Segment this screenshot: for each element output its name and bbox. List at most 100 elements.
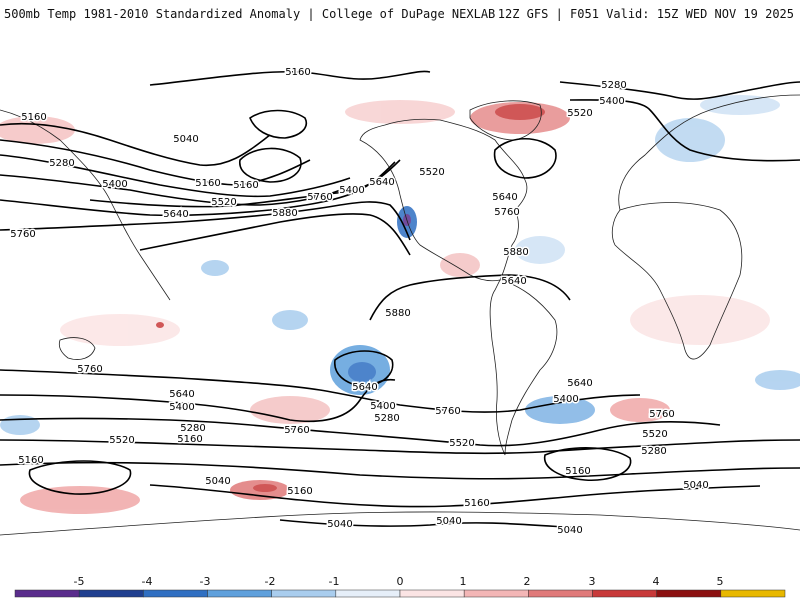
legend-tick: 0 [396, 575, 404, 588]
contour-label: 5760 [494, 207, 519, 218]
legend-swatch [592, 589, 657, 598]
legend-tick: -2 [264, 575, 276, 588]
legend-colorbar [14, 589, 786, 598]
contour-label: 5400 [102, 179, 127, 190]
north-america-coast [359, 118, 528, 282]
legend-swatch [399, 589, 465, 598]
contour-5880-south [369, 274, 571, 321]
contour-5040-antarctic [279, 519, 581, 529]
anomaly-patch [515, 236, 565, 264]
legend-swatch [720, 589, 786, 598]
legend-tick: -1 [328, 575, 340, 588]
coastlines [0, 94, 800, 536]
legend-tick: -3 [199, 575, 211, 588]
anomaly-patch [700, 95, 780, 115]
contour-closed-low-4 [334, 350, 394, 387]
contour-label: 5160 [177, 434, 202, 445]
contour-label: 5520 [419, 167, 444, 178]
height-contours [0, 70, 800, 529]
contour-label: 5040 [683, 480, 708, 491]
contour-5160-north [149, 70, 431, 86]
contour-label: 5520 [211, 197, 236, 208]
contour-5280-south [0, 439, 800, 455]
contour-5040-south [149, 484, 761, 508]
contour-label: 5280 [601, 80, 626, 91]
legend-tick: 4 [652, 575, 660, 588]
contour-label: 5400 [553, 394, 578, 405]
contour-5760-mid [0, 201, 411, 241]
contour-label-layer: 5160 5280 5400 5520 5040 5160 5280 5400 … [9, 66, 710, 538]
contour-label: 5520 [567, 108, 592, 119]
anomaly-patch [253, 484, 277, 492]
legend-tick: 1 [459, 575, 467, 588]
africa-coast [611, 202, 743, 360]
contour-label: 5640 [492, 192, 517, 203]
contour-label: 5400 [169, 402, 194, 413]
legend-swatch [207, 589, 272, 598]
contour-label: 5640 [501, 276, 526, 287]
contour-label: 5760 [649, 409, 674, 420]
legend-swatch [528, 589, 593, 598]
contour-label: 5760 [10, 229, 35, 240]
anomaly-patch [0, 415, 40, 435]
contour-label: 5160 [285, 67, 310, 78]
anomaly-patch [610, 398, 670, 422]
legend-tick: -4 [141, 575, 153, 588]
contour-label: 5760 [284, 425, 309, 436]
australia-coast [58, 337, 96, 360]
contour-label: 5640 [169, 389, 194, 400]
legend-swatch [335, 589, 401, 598]
contour-5400-west [0, 174, 346, 206]
legend-swatch [656, 589, 722, 598]
antarctica-coast [0, 511, 800, 536]
legend-tick: 5 [716, 575, 724, 588]
contour-label: 5280 [49, 158, 74, 169]
contour-label: 5400 [599, 96, 624, 107]
greenland-coast [469, 100, 542, 141]
contour-5160-west [0, 139, 311, 186]
anomaly-patch [630, 295, 770, 345]
contour-5640-mid [0, 161, 396, 217]
contour-label: 5160 [21, 112, 46, 123]
anomaly-patch [755, 370, 800, 390]
contour-5160-south [0, 461, 800, 480]
anomaly-patch [250, 396, 330, 424]
contour-label: 5160 [233, 180, 258, 191]
legend-swatch [271, 589, 337, 598]
contour-closed-low-5 [544, 447, 632, 482]
anomaly-patch [156, 322, 164, 328]
contour-5640-south [0, 378, 396, 423]
contour-closed-low-3 [493, 138, 557, 179]
contour-label: 5760 [435, 406, 460, 417]
contour-label: 5040 [436, 516, 461, 527]
contour-label: 5760 [307, 192, 332, 203]
anomaly-patch [20, 486, 140, 514]
anomaly-patch [345, 100, 455, 124]
contour-5400-north [569, 99, 800, 162]
contour-label: 5760 [77, 364, 102, 375]
map-canvas[interactable]: 5160 5280 5400 5520 5040 5160 5280 5400 … [0, 30, 800, 550]
contour-5880-mid [139, 213, 411, 256]
contour-closed-low-1 [249, 109, 307, 139]
anomaly-patch [655, 118, 725, 162]
map-title: 500mb Temp 1981-2010 Standardized Anomal… [4, 7, 496, 21]
contour-closed-low-2 [239, 147, 302, 183]
anomaly-patch [525, 396, 595, 424]
contour-label: 5280 [180, 423, 205, 434]
contour-5760-south [0, 369, 641, 413]
legend-swatch [78, 589, 144, 598]
run-info: 12Z GFS | F051 Valid: 15Z WED NOV 19 202… [497, 7, 794, 21]
contour-label: 5160 [18, 455, 43, 466]
contour-label: 5640 [163, 209, 188, 220]
contour-closed-low-6 [28, 460, 132, 495]
south-america-coast [489, 279, 558, 456]
contour-5040-west [0, 122, 271, 167]
contour-label: 5280 [374, 413, 399, 424]
contour-5280-west [0, 154, 351, 198]
contour-5400-south [0, 417, 721, 447]
anomaly-shading [0, 95, 800, 514]
contour-label: 5400 [339, 185, 364, 196]
contour-label: 5280 [641, 446, 666, 457]
contour-5280-north [559, 81, 800, 100]
legend-tick: 2 [523, 575, 531, 588]
